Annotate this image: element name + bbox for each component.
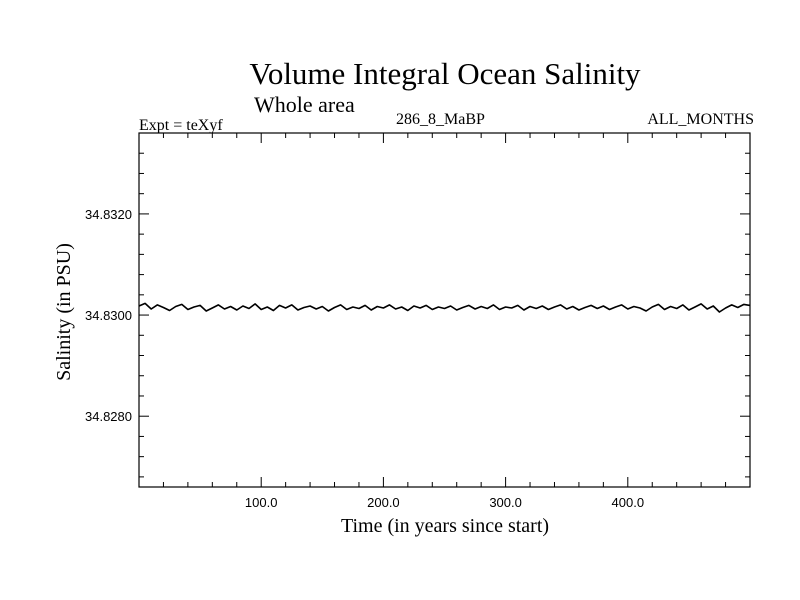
experiment-label: Expt = teXyf [139, 117, 223, 134]
x-axis-label: Time (in years since start) [340, 515, 550, 537]
y-tick-label: 34.8300 [85, 308, 132, 323]
x-tick-label: 100.0 [245, 495, 278, 510]
chart-title: Volume Integral Ocean Salinity [249, 56, 641, 91]
x-tick-label: 300.0 [489, 495, 522, 510]
y-tick-label: 34.8280 [85, 409, 132, 424]
period-label: 286_8_MaBP [396, 111, 485, 128]
x-tick-label: 200.0 [367, 495, 400, 510]
y-tick-label: 34.8320 [85, 207, 132, 222]
months-label: ALL_MONTHS [647, 111, 754, 128]
x-tick-label: 400.0 [612, 495, 645, 510]
series-line [138, 302, 751, 313]
plot-frame [138, 132, 751, 488]
chart-subtitle: Whole area [254, 92, 355, 117]
